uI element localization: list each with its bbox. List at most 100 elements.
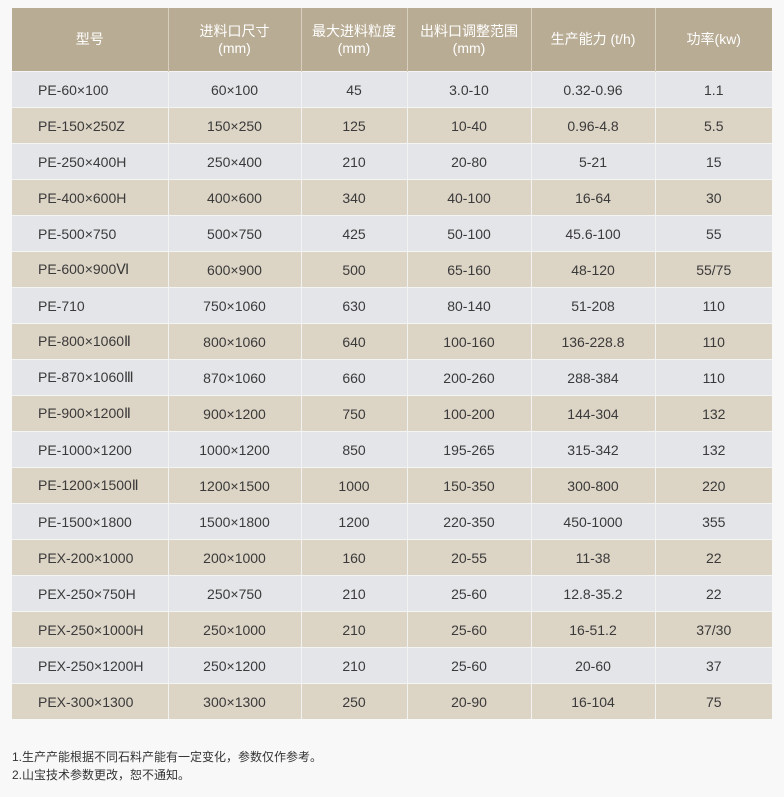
table-cell: 630 (301, 287, 408, 324)
table-cell: 220-350 (407, 503, 532, 540)
table-cell: 195-265 (407, 431, 532, 468)
table-cell: 48-120 (531, 251, 656, 288)
table-row: PEX-250×1000H 250×1000 210 25-60 16-51.2 37/3… (12, 611, 772, 648)
table-cell: 45 (301, 71, 408, 108)
table-cell: PE-1000×1200 (12, 431, 169, 468)
column-header-line: (mm) (452, 39, 486, 56)
table-row: PEX-300×1300 300×1300 250 20-90 16-104 75 (12, 683, 772, 719)
table-cell: 110 (655, 359, 772, 396)
table-row: PE-1000×1200 1000×1200 850 195-265 315-342 13… (12, 431, 772, 468)
table-cell: 100-200 (407, 395, 532, 432)
table-cell: 450-1000 (531, 503, 656, 540)
table-cell: 20-60 (531, 647, 656, 684)
column-header-line: 型号 (75, 31, 104, 47)
table-cell: 300×1300 (168, 683, 302, 719)
table-row: PE-250×400H 250×400 210 20-80 5-21 15 (12, 143, 772, 180)
table-cell: 250×400 (168, 143, 302, 180)
table-row: PE-1500×1800 1500×1800 1200 220-350 450-1000… (12, 503, 772, 540)
table-cell: PEX-200×1000 (12, 539, 169, 576)
table-cell: PE-1500×1800 (12, 503, 169, 540)
table-cell: 870×1060 (168, 359, 302, 396)
table-cell: 1000×1200 (168, 431, 302, 468)
table-cell: 500 (301, 251, 408, 288)
table-cell: 1200 (301, 503, 408, 540)
table-row: PE-870×1060Ⅲ 870×1060 660 200-260 288-384 110 (12, 359, 772, 396)
table-cell: 25-60 (407, 611, 532, 648)
table-cell: 200×1000 (168, 539, 302, 576)
table-cell: PE-900×1200Ⅱ (12, 395, 169, 432)
table-cell: 3.0-10 (407, 71, 532, 108)
table-cell: 250×1000 (168, 611, 302, 648)
table-cell: 1000 (301, 467, 408, 504)
table-cell: 900×1200 (168, 395, 302, 432)
column-header-line: (mm) (218, 39, 251, 56)
table-cell: 160 (301, 539, 408, 576)
table-cell: 125 (301, 107, 408, 144)
column-header: 进料口尺寸 (mm) (168, 8, 302, 72)
table-cell: 132 (655, 395, 772, 432)
table-cell: 65-160 (407, 251, 532, 288)
table-cell: 850 (301, 431, 408, 468)
note-2: 2.山宝技术参数更改，恕不通知。 (12, 768, 191, 782)
note-1: 1.生产产能根据不同石料产能有一定变化，参数仅作参考。 (12, 750, 323, 764)
table-cell: 75 (655, 683, 772, 719)
table-cell: 144-304 (531, 395, 656, 432)
table-cell: 1200×1500 (168, 467, 302, 504)
table-cell: 55/75 (655, 251, 772, 288)
table-cell: 37 (655, 647, 772, 684)
table-cell: 400×600 (168, 179, 302, 216)
table-cell: 0.96-4.8 (531, 107, 656, 144)
table-cell: PE-150×250Z (12, 107, 169, 144)
table-cell: 315-342 (531, 431, 656, 468)
table-cell: 25-60 (407, 647, 532, 684)
table-cell: 355 (655, 503, 772, 540)
table-cell: PEX-250×1200H (12, 647, 169, 684)
table-cell: 150-350 (407, 467, 532, 504)
table-cell: 425 (301, 215, 408, 252)
table-cell: PE-500×750 (12, 215, 169, 252)
column-header: 最大进料粒度 (mm) (301, 8, 408, 72)
table-cell: 16-64 (531, 179, 656, 216)
table-cell: PE-400×600H (12, 179, 169, 216)
column-header: 型号 (12, 8, 169, 72)
table-cell: 15 (655, 143, 772, 180)
table-cell: 250 (301, 683, 408, 719)
table-cell: 16-51.2 (531, 611, 656, 648)
table-row: PEX-250×750H 250×750 210 25-60 12.8-35.2 22 (12, 575, 772, 612)
table-cell: 660 (301, 359, 408, 396)
table-cell: 12.8-35.2 (531, 575, 656, 612)
column-header-line: 出料口调整范围 (420, 22, 518, 39)
table-cell: PEX-250×750H (12, 575, 169, 612)
table-cell: 100-160 (407, 323, 532, 360)
table-cell: 132 (655, 431, 772, 468)
table-cell: 30 (655, 179, 772, 216)
table-cell: 80-140 (407, 287, 532, 324)
table-cell: 750 (301, 395, 408, 432)
table-row: PEX-200×1000 200×1000 160 20-55 11-38 22 (12, 539, 772, 576)
table-cell: 51-208 (531, 287, 656, 324)
column-header: 出料口调整范围 (mm) (407, 8, 532, 72)
table-cell: 288-384 (531, 359, 656, 396)
table-cell: PE-710 (12, 287, 169, 324)
table-cell: 800×1060 (168, 323, 302, 360)
table-cell: 50-100 (407, 215, 532, 252)
table-row: PE-60×100 60×100 45 3.0-10 0.32-0.96 1.1 (12, 71, 772, 108)
table-cell: 16-104 (531, 683, 656, 719)
table-cell: 250×1200 (168, 647, 302, 684)
table-cell: 60×100 (168, 71, 302, 108)
table-cell: 22 (655, 539, 772, 576)
table-cell: 5-21 (531, 143, 656, 180)
column-header-line: (mm) (337, 39, 371, 56)
table-cell: PE-250×400H (12, 143, 169, 180)
column-header: 生产能力 (t/h) (531, 8, 656, 72)
table-cell: 110 (655, 287, 772, 324)
notes: 1.生产产能根据不同石料产能有一定变化，参数仅作参考。 2.山宝技术参数更改，恕… (12, 748, 322, 784)
table-cell: 20-80 (407, 143, 532, 180)
table-row: PE-600×900Ⅵ 600×900 500 65-160 48-120 55/75 (12, 251, 772, 288)
table-cell: 110 (655, 323, 772, 360)
table-cell: 1500×1800 (168, 503, 302, 540)
column-header-line: 生产能力 (t/h) (550, 31, 636, 47)
table-cell: 40-100 (407, 179, 532, 216)
table-cell: 37/30 (655, 611, 772, 648)
table-cell: 200-260 (407, 359, 532, 396)
